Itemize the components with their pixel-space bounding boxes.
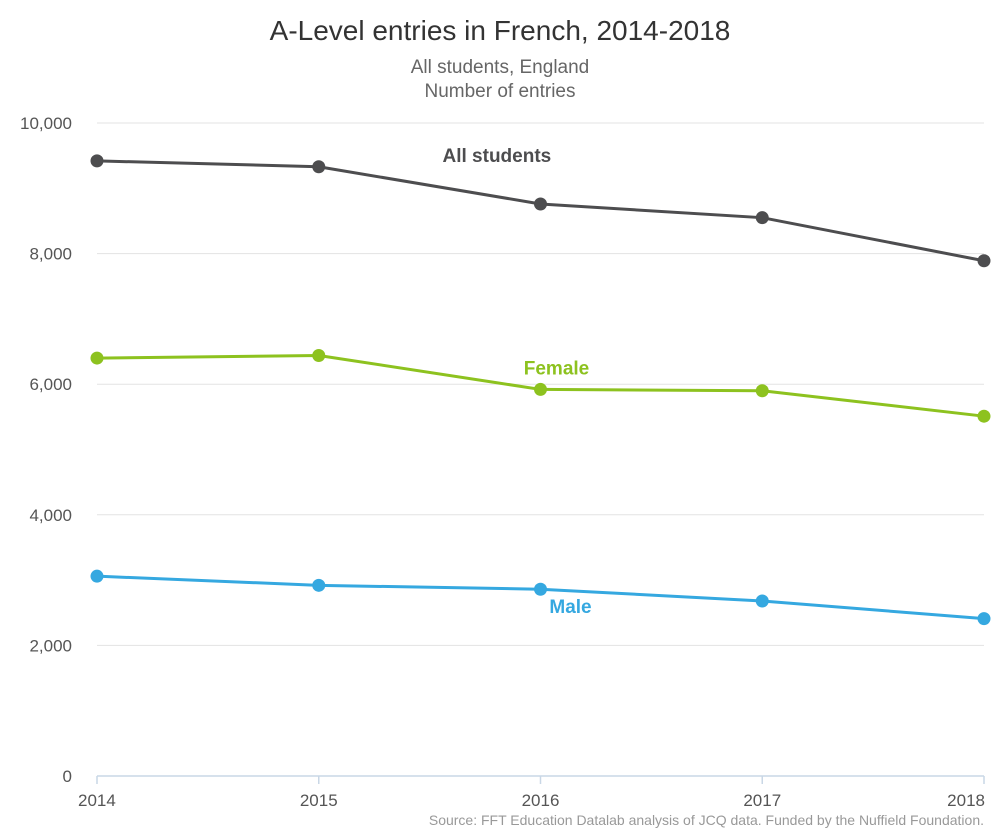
data-point-all-students	[312, 160, 326, 174]
data-point-all-students	[534, 197, 547, 211]
chart-subtitle-line-2: Number of entries	[424, 81, 575, 102]
x-tick-label: 2017	[743, 791, 781, 810]
data-point-male	[534, 582, 547, 596]
data-point-female	[755, 384, 769, 398]
data-point-female	[312, 348, 326, 362]
series-label-female: Female	[524, 358, 589, 379]
y-tick-label: 10,000	[20, 114, 72, 133]
data-point-female	[534, 382, 547, 396]
data-point-all-students	[977, 254, 991, 268]
y-axis-ticks: 0 2,000 4,000 6,000 8,000 10,000	[20, 114, 72, 786]
data-point-all-students	[755, 211, 769, 225]
data-point-female	[977, 409, 991, 423]
chart-title: A-Level entries in French, 2014-2018	[270, 15, 731, 46]
data-point-all-students	[90, 154, 104, 168]
series-line-male	[96, 574, 985, 621]
x-tick-label: 2014	[78, 791, 116, 810]
series-line-all-students	[96, 159, 985, 263]
x-tick-label: 2015	[300, 791, 338, 810]
data-point-male	[755, 594, 769, 608]
y-tick-label: 8,000	[29, 245, 72, 264]
series-label-male: Male	[549, 597, 591, 618]
series-label-all-students: All students	[443, 146, 552, 167]
y-tick-label: 6,000	[29, 375, 72, 394]
y-tick-label: 4,000	[29, 506, 72, 525]
source-note: Source: FFT Education Datalab analysis o…	[429, 812, 984, 828]
y-tick-label: 0	[63, 767, 72, 786]
data-point-male	[312, 578, 326, 592]
x-axis: 2014 2015 2016 2017 2018	[78, 775, 985, 810]
x-tick-label: 2016	[522, 791, 560, 810]
chart-subtitle-line-1: All students, England	[411, 57, 590, 78]
y-tick-label: 2,000	[29, 636, 72, 655]
series-group: All students Female Male	[90, 146, 991, 626]
data-point-male	[977, 612, 991, 626]
data-point-male	[90, 569, 104, 583]
data-point-female	[90, 351, 104, 365]
x-tick-label: 2018	[947, 791, 985, 810]
